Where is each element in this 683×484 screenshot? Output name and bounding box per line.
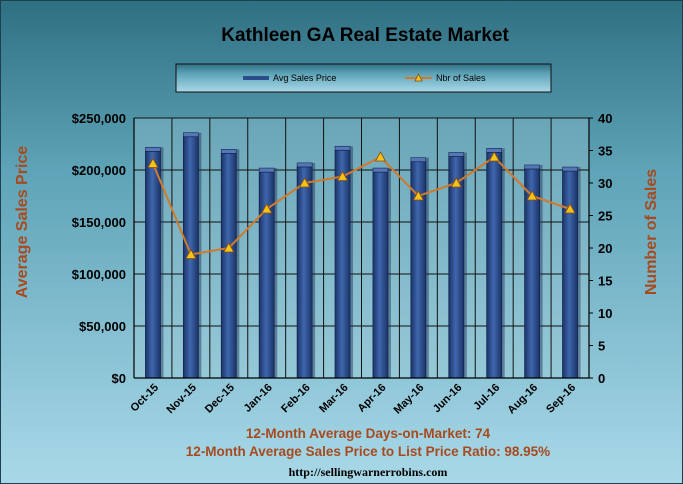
y-tick-label: $150,000: [72, 215, 126, 230]
bar-top: [334, 145, 351, 151]
marker-nbr-of-sales: [261, 203, 273, 214]
marker-nbr-of-sales: [412, 190, 425, 201]
legend-swatch-marker: [414, 73, 423, 82]
y2-tick-label: 20: [598, 241, 612, 256]
legend: Avg Sales Price Nbr of Sales: [175, 63, 552, 93]
bar-avg-sales-price: [258, 171, 275, 379]
y2-tick-label: 35: [598, 144, 612, 159]
bar-top: [372, 167, 389, 173]
marker-nbr-of-sales: [374, 151, 387, 162]
bar-avg-sales-price: [372, 171, 389, 379]
bar-top: [562, 166, 578, 172]
marker-nbr-of-sales: [223, 242, 235, 253]
bar-avg-sales-price: [448, 156, 465, 379]
marker-nbr-of-sales: [147, 157, 159, 168]
bar-top: [145, 146, 161, 152]
y-tick-label: $0: [112, 371, 126, 386]
marker-nbr-of-sales: [298, 177, 311, 188]
y-tick-label: $250,000: [72, 111, 126, 126]
bar-top: [524, 164, 540, 170]
marker-nbr-of-sales: [564, 203, 576, 214]
legend-box: [175, 63, 552, 93]
bar-avg-sales-price: [296, 166, 313, 379]
bar-avg-sales-price: [334, 149, 351, 379]
marker-nbr-of-sales: [488, 151, 500, 162]
bar-top: [448, 152, 465, 157]
footer-url: http://sellingwarnerrobins.com: [289, 465, 448, 479]
marker-nbr-of-sales: [450, 177, 462, 188]
y2-axis-title: Number of Sales: [643, 169, 660, 295]
bar-avg-sales-price: [220, 152, 237, 379]
bar-top: [258, 167, 275, 173]
y2-tick-label: 10: [598, 306, 612, 321]
bar-avg-sales-price: [486, 151, 503, 379]
y-axis-title: Average Sales Price: [14, 146, 31, 299]
y2-tick-label: 40: [598, 111, 612, 126]
y2-tick-label: 15: [598, 274, 612, 289]
bar-top: [296, 162, 313, 168]
bar-top: [220, 149, 237, 154]
y2-tick-label: 30: [598, 176, 612, 191]
y2-tick-label: 5: [598, 339, 605, 354]
bar-top: [183, 132, 199, 138]
legend-label-price: Avg Sales Price: [273, 73, 336, 83]
chart-title: Kathleen GA Real Estate Market: [221, 25, 509, 46]
y2-tick-label: 0: [598, 371, 605, 386]
footer-line-1: 12-Month Average Days-on-Market: 74: [246, 426, 491, 441]
legend-swatch-bar: [243, 76, 269, 80]
footer-line-2: 12-Month Average Sales Price to List Pri…: [186, 444, 550, 459]
y2-tick-label: 25: [598, 209, 612, 224]
y-tick-label: $50,000: [79, 319, 126, 334]
legend-label-sales: Nbr of Sales: [436, 73, 486, 83]
bar-avg-sales-price: [562, 170, 578, 379]
marker-nbr-of-sales: [526, 190, 538, 201]
line-nbr-of-sales: [152, 155, 571, 256]
marker-nbr-of-sales: [185, 248, 197, 259]
bar-avg-sales-price: [145, 150, 161, 379]
y-tick-label: $200,000: [72, 163, 126, 178]
bar-top: [410, 157, 427, 162]
plot-area: $0 $50,000 $100,000 $150,000 $200,000 $250,00…: [72, 111, 613, 416]
y-tick-label: $100,000: [72, 267, 126, 282]
marker-nbr-of-sales: [336, 170, 349, 181]
